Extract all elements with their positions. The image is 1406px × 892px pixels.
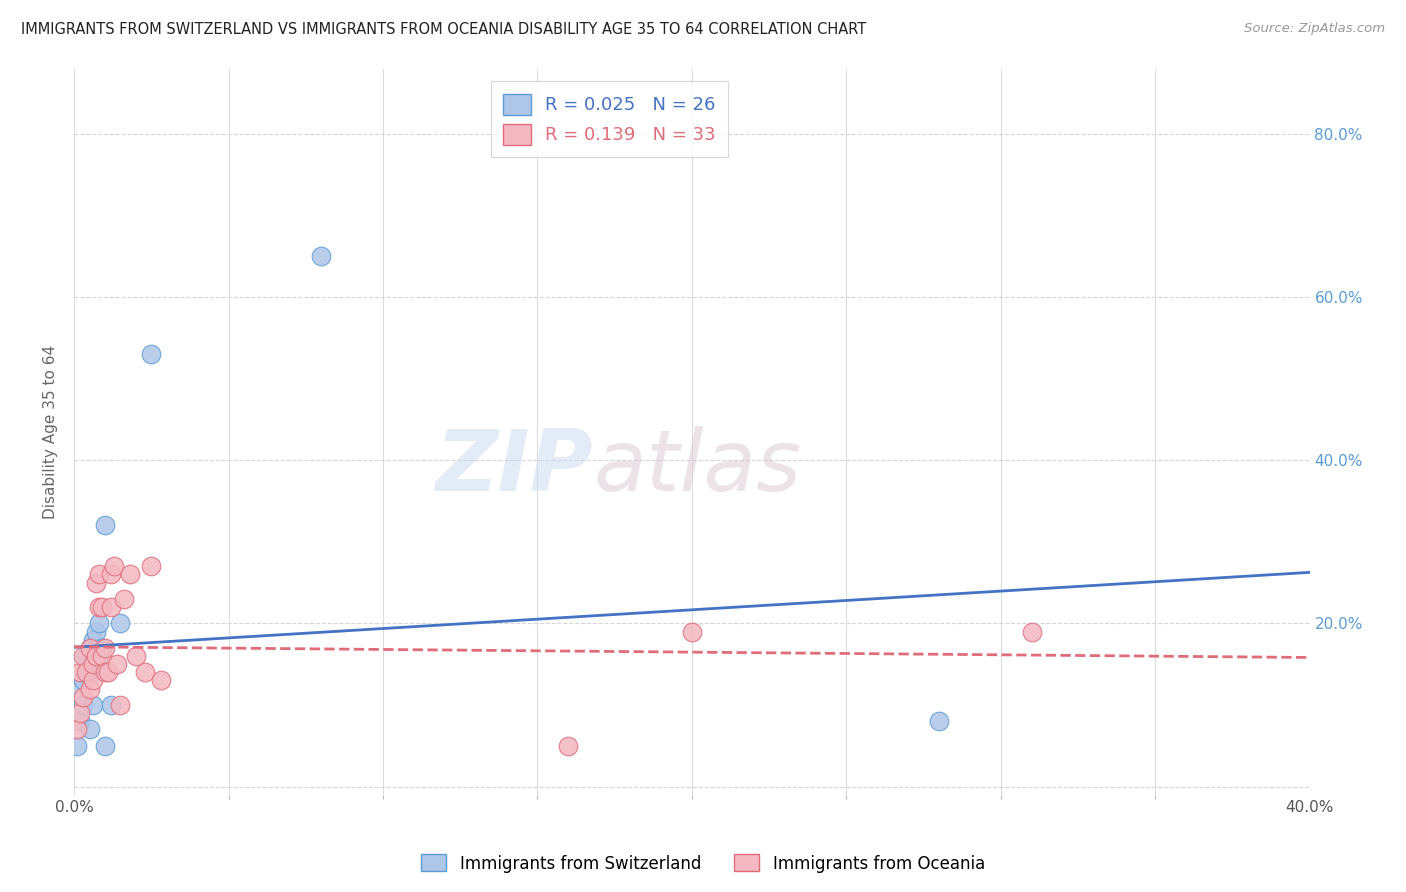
Point xyxy=(69,706,91,720)
Point xyxy=(82,632,104,647)
Point xyxy=(75,665,97,680)
Point xyxy=(100,567,122,582)
Point xyxy=(72,698,94,712)
Point xyxy=(90,648,112,663)
Point xyxy=(82,673,104,688)
Point xyxy=(110,616,132,631)
Point xyxy=(84,648,107,663)
Point xyxy=(87,567,110,582)
Point xyxy=(72,648,94,663)
Point xyxy=(100,600,122,615)
Point xyxy=(84,624,107,639)
Point xyxy=(66,739,89,753)
Point xyxy=(69,665,91,680)
Point xyxy=(82,665,104,680)
Legend: Immigrants from Switzerland, Immigrants from Oceania: Immigrants from Switzerland, Immigrants … xyxy=(415,847,991,880)
Point xyxy=(72,673,94,688)
Point xyxy=(94,518,117,533)
Point xyxy=(84,575,107,590)
Point xyxy=(69,681,91,696)
Point xyxy=(110,698,132,712)
Point xyxy=(118,567,141,582)
Point xyxy=(97,665,120,680)
Point xyxy=(681,624,703,639)
Point xyxy=(94,640,117,655)
Point xyxy=(79,640,101,655)
Point xyxy=(72,690,94,704)
Point xyxy=(87,648,110,663)
Point xyxy=(112,591,135,606)
Point xyxy=(69,714,91,729)
Point xyxy=(87,616,110,631)
Point xyxy=(79,657,101,672)
Point xyxy=(928,714,950,729)
Point xyxy=(82,698,104,712)
Point xyxy=(103,559,125,574)
Point xyxy=(309,249,332,263)
Point xyxy=(75,665,97,680)
Point xyxy=(105,657,128,672)
Point xyxy=(557,739,579,753)
Point xyxy=(94,665,117,680)
Text: Source: ZipAtlas.com: Source: ZipAtlas.com xyxy=(1244,22,1385,36)
Point xyxy=(90,640,112,655)
Legend: R = 0.025   N = 26, R = 0.139   N = 33: R = 0.025 N = 26, R = 0.139 N = 33 xyxy=(491,81,728,157)
Point xyxy=(82,657,104,672)
Point xyxy=(84,640,107,655)
Text: atlas: atlas xyxy=(593,426,801,509)
Point xyxy=(87,600,110,615)
Point xyxy=(125,648,148,663)
Point xyxy=(90,600,112,615)
Point xyxy=(66,723,89,737)
Point xyxy=(100,698,122,712)
Point xyxy=(134,665,156,680)
Y-axis label: Disability Age 35 to 64: Disability Age 35 to 64 xyxy=(44,344,58,518)
Point xyxy=(149,673,172,688)
Point xyxy=(141,347,163,361)
Point xyxy=(79,723,101,737)
Point xyxy=(1021,624,1043,639)
Text: ZIP: ZIP xyxy=(436,426,593,509)
Point xyxy=(79,640,101,655)
Point xyxy=(94,739,117,753)
Text: IMMIGRANTS FROM SWITZERLAND VS IMMIGRANTS FROM OCEANIA DISABILITY AGE 35 TO 64 C: IMMIGRANTS FROM SWITZERLAND VS IMMIGRANT… xyxy=(21,22,866,37)
Point xyxy=(84,657,107,672)
Point xyxy=(79,681,101,696)
Point xyxy=(141,559,163,574)
Point xyxy=(75,648,97,663)
